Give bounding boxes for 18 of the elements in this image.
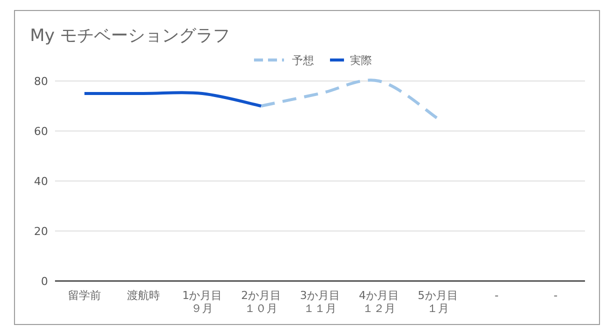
x-tick-label: 渡航時 [126,289,160,302]
x-tick-label: 5か月目１月 [418,289,458,315]
legend-label: 実際 [350,54,372,67]
y-tick-label: 0 [41,275,48,288]
x-tick-label: - [554,289,558,302]
y-tick-label: 60 [34,125,48,138]
x-tick-label: 2か月目１０月 [241,289,282,315]
x-tick-label: 3か月目１１月 [300,289,340,315]
y-tick-label: 40 [34,175,48,188]
y-tick-label: 80 [34,75,48,88]
x-tick-label: 留学前 [68,289,101,302]
x-tick-label: 4か月目１２月 [358,289,399,315]
y-tick-label: 20 [34,225,48,238]
x-tick-label: - [494,289,499,302]
x-tick-label: 1か月目９月 [182,289,222,315]
chart-title: My モチベーショングラフ [30,26,230,46]
line-series [260,78,440,120]
legend-label: 予想 [292,54,314,67]
